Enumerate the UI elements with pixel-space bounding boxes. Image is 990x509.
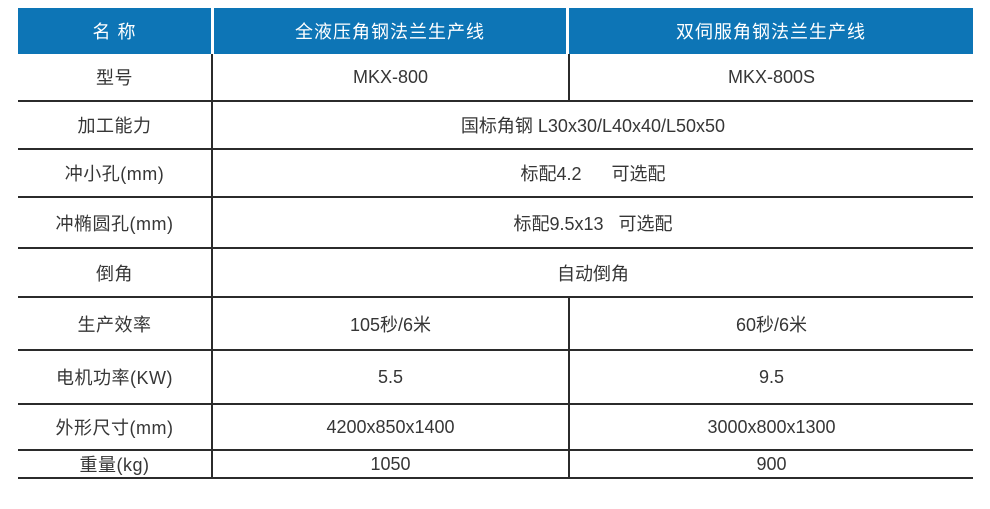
table-row-capacity: 加工能力 国标角钢 L30x30/L40x40/L50x50 [18, 102, 973, 150]
table-header-row: 名 称 全液压角钢法兰生产线 双伺服角钢法兰生产线 [18, 8, 973, 54]
row-label: 电机功率(KW) [18, 351, 213, 403]
cell-value: MKX-800S [568, 54, 973, 100]
merged-cell-value: 自动倒角 [557, 263, 629, 284]
specification-table: 名 称 全液压角钢法兰生产线 双伺服角钢法兰生产线 型号 MKX-800 MKX… [18, 8, 973, 479]
merged-cell-value: 国标角钢 L30x30/L40x40/L50x50 [460, 116, 726, 136]
header-cell-servo-line: 双伺服角钢法兰生产线 [569, 8, 973, 54]
cell-value: 105秒/6米 [349, 314, 432, 335]
table-row-small-hole: 冲小孔(mm) 标配4.2 可选配 [18, 150, 973, 198]
merged-cell-value: 标配9.5x13 可选配 [513, 213, 673, 234]
cell-value: 9.5 [568, 351, 973, 403]
cell-value: 1050 [370, 453, 411, 474]
row-label: 倒角 [18, 249, 213, 296]
row-label: 生产效率 [18, 298, 213, 349]
row-label: 冲小孔(mm) [18, 150, 213, 196]
cell-value: MKX-800 [352, 66, 429, 87]
row-label: 重量(kg) [18, 451, 213, 477]
merged-cell-value: 标配4.2 可选配 [520, 164, 666, 184]
table-row-oval-hole: 冲椭圆孔(mm) 标配9.5x13 可选配 [18, 198, 973, 249]
table-row-weight: 重量(kg) 1050 900 [18, 451, 973, 479]
row-label: 冲椭圆孔(mm) [18, 198, 213, 247]
cell-value: 5.5 [377, 366, 404, 387]
table-row-chamfer: 倒角 自动倒角 [18, 249, 973, 298]
row-label: 型号 [18, 54, 213, 100]
table-row-dimensions: 外形尺寸(mm) 4200x850x1400 3000x800x1300 [18, 405, 973, 451]
cell-value: 60秒/6米 [568, 298, 973, 349]
cell-value: 900 [568, 451, 973, 477]
cell-value: 3000x800x1300 [568, 405, 973, 449]
row-label: 外形尺寸(mm) [18, 405, 213, 449]
table-row-model: 型号 MKX-800 MKX-800S [18, 54, 973, 102]
header-cell-hydraulic-line: 全液压角钢法兰生产线 [214, 8, 566, 54]
header-cell-name: 名 称 [18, 8, 211, 54]
table-row-efficiency: 生产效率 105秒/6米 60秒/6米 [18, 298, 973, 351]
row-label: 加工能力 [18, 102, 213, 148]
cell-value: 4200x850x1400 [326, 416, 455, 437]
table-row-motor-power: 电机功率(KW) 5.5 9.5 [18, 351, 973, 405]
